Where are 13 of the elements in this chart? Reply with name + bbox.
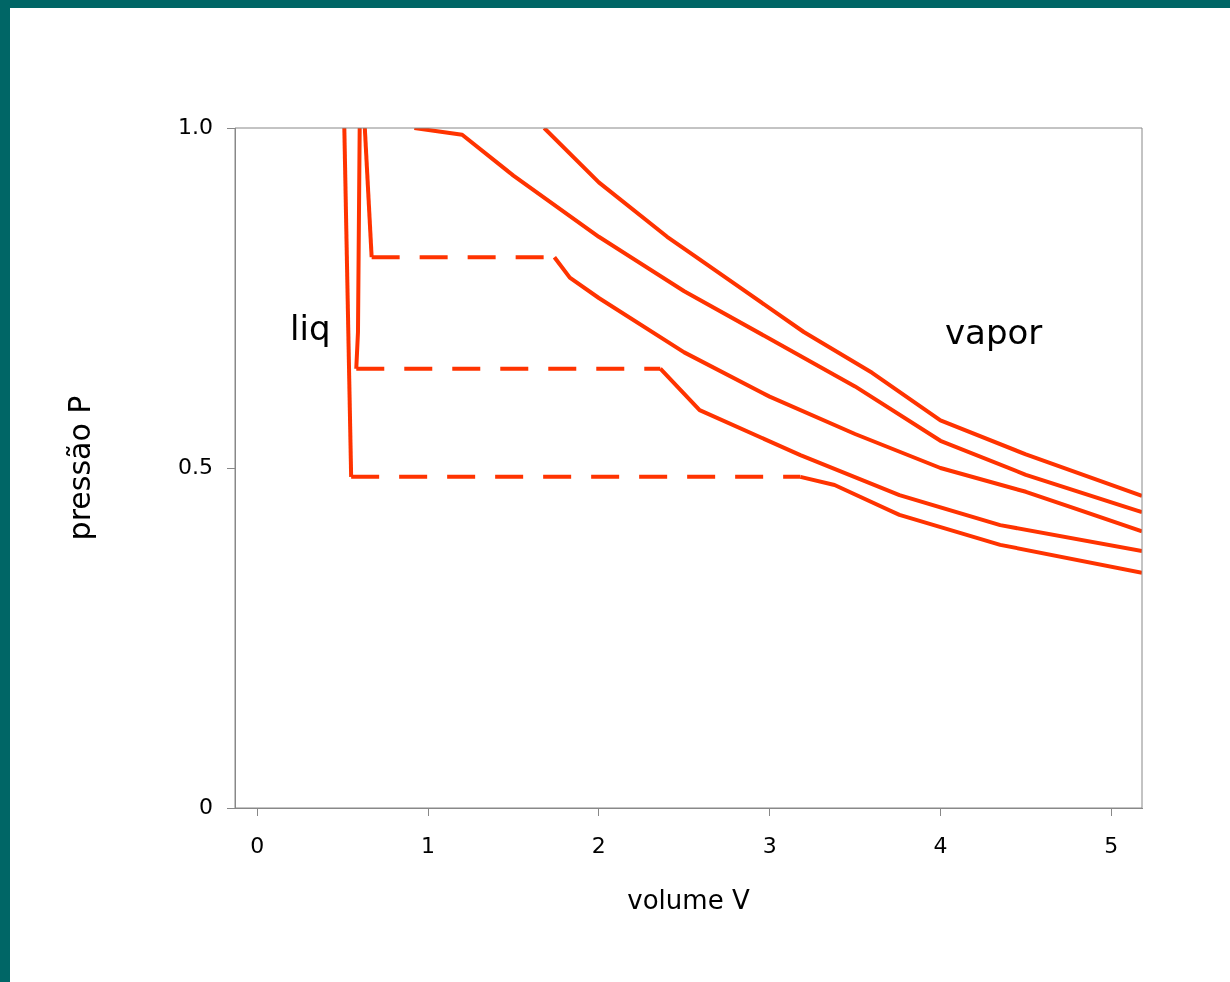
x-axis-title: volume V (627, 885, 750, 916)
x-tick-label: 1 (421, 832, 436, 858)
x-tick-label: 2 (591, 832, 606, 858)
x-tick-label: 4 (933, 832, 948, 858)
y-axis-title: pressão P (61, 395, 97, 541)
x-tick-label: 3 (762, 832, 777, 858)
y-tick-label: 1.0 (178, 113, 213, 139)
y-tick-label: 0 (199, 793, 213, 819)
x-tick-label: 5 (1104, 832, 1119, 858)
annotation: liq (290, 308, 331, 348)
annotation: vapor (945, 312, 1043, 352)
y-tick-label: 0.5 (178, 453, 213, 479)
x-tick-label: 0 (250, 832, 265, 858)
